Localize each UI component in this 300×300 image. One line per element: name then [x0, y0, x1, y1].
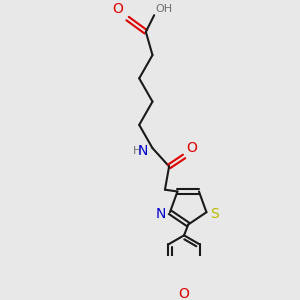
Text: N: N: [155, 207, 166, 221]
Text: OH: OH: [156, 4, 173, 14]
Text: S: S: [211, 207, 219, 221]
Text: O: O: [187, 141, 197, 155]
Text: O: O: [178, 287, 190, 300]
Text: O: O: [112, 2, 123, 16]
Text: H: H: [133, 146, 141, 156]
Text: N: N: [137, 144, 148, 158]
